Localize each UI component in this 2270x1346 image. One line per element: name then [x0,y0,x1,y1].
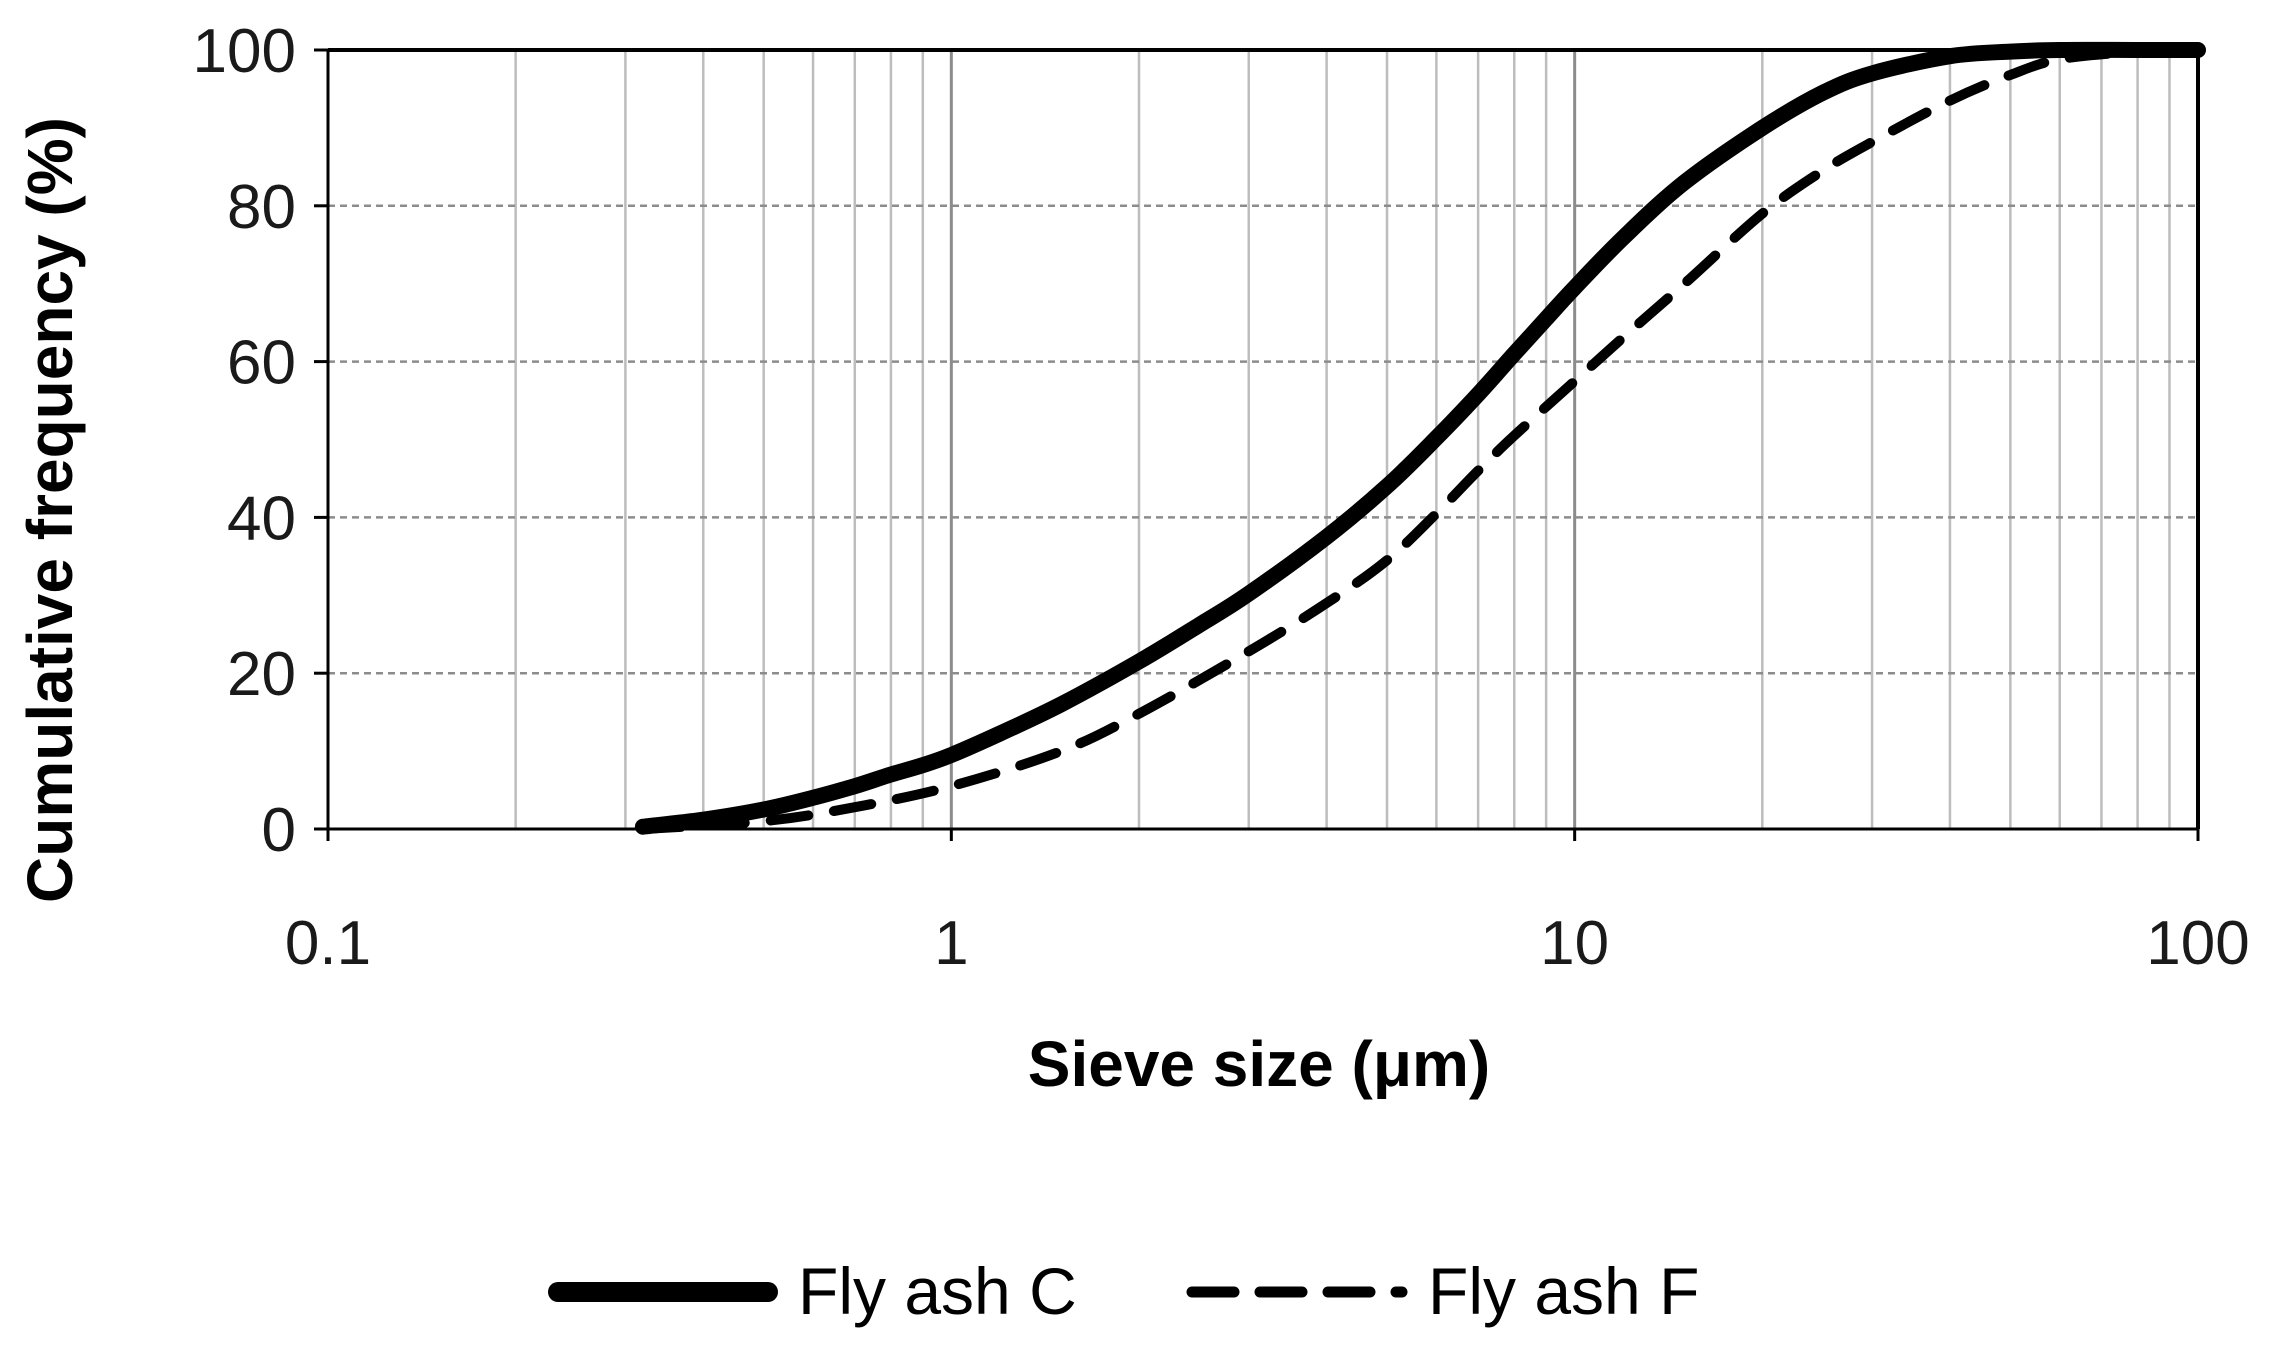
legend: Fly ash C Fly ash F [548,1254,1699,1328]
x-axis-title: Sieve size (μm) [1028,1028,1490,1100]
axes-layer [314,48,2200,841]
series-line-fly-ash-f [637,45,2203,834]
legend-label-fly-ash-c: Fly ash C [798,1254,1077,1328]
y-tick-label: 0 [262,796,296,865]
series-line-fly-ash-c [634,41,2206,835]
y-tick-label: 60 [227,329,296,398]
x-tick-label: 100 [2146,909,2249,978]
grid-layer [328,50,2198,829]
x-tick-label: 10 [1540,909,1609,978]
legend-label-fly-ash-f: Fly ash F [1428,1254,1699,1328]
tick-labels: 0 20 40 60 80 100 0.1 1 10 100 [193,17,2250,978]
y-axis-title: Cumulative frequency (%) [14,117,86,903]
y-tick-label: 100 [193,17,296,86]
x-tick-label: 1 [934,909,968,978]
y-tick-label: 80 [227,173,296,242]
y-tick-label: 20 [227,640,296,709]
y-tick-label: 40 [227,484,296,553]
series-layer [634,41,2206,835]
x-tick-label: 0.1 [285,909,371,978]
